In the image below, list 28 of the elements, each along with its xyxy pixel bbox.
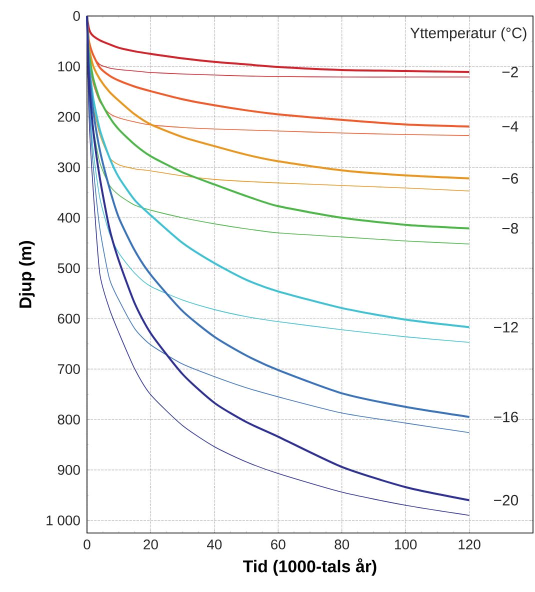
y-tick-label: 700 — [58, 364, 80, 374]
y-tick-label: 1 000 — [46, 515, 80, 526]
x-tick-label: 100 — [395, 540, 417, 550]
text: −2 — [502, 66, 518, 78]
x-tick-label: 120 — [458, 540, 480, 550]
y-tick-label: 900 — [58, 465, 80, 475]
y-tick-label: 400 — [58, 212, 80, 223]
y-tick-label: 0 — [73, 11, 80, 21]
series-label: −20 — [494, 494, 518, 506]
text: −8 — [502, 223, 518, 234]
y-tick-label: 300 — [58, 162, 80, 172]
x-tick-label: 40 — [206, 540, 222, 550]
x-axis-title: Tid (1000-tals år) — [243, 558, 376, 576]
x-tick-label: 80 — [334, 540, 350, 550]
y-axis-title: Djup (m) — [18, 241, 35, 308]
x-tick-label: 20 — [144, 540, 158, 550]
y-tick-label: 800 — [58, 414, 80, 424]
x-tick-label: 60 — [271, 540, 286, 550]
y-tick-label: 100 — [58, 61, 80, 72]
text: −4 — [502, 121, 518, 132]
legend-title: Yttemperatur (°C) — [410, 27, 526, 42]
series-label: −16 — [494, 412, 518, 422]
text: −6 — [502, 173, 518, 184]
y-tick-label: 200 — [58, 112, 80, 122]
y-tick-label: 500 — [58, 263, 80, 274]
y-tick-label: 600 — [58, 314, 80, 324]
x-tick-label: 0 — [84, 540, 90, 550]
series-label: −12 — [494, 322, 518, 332]
